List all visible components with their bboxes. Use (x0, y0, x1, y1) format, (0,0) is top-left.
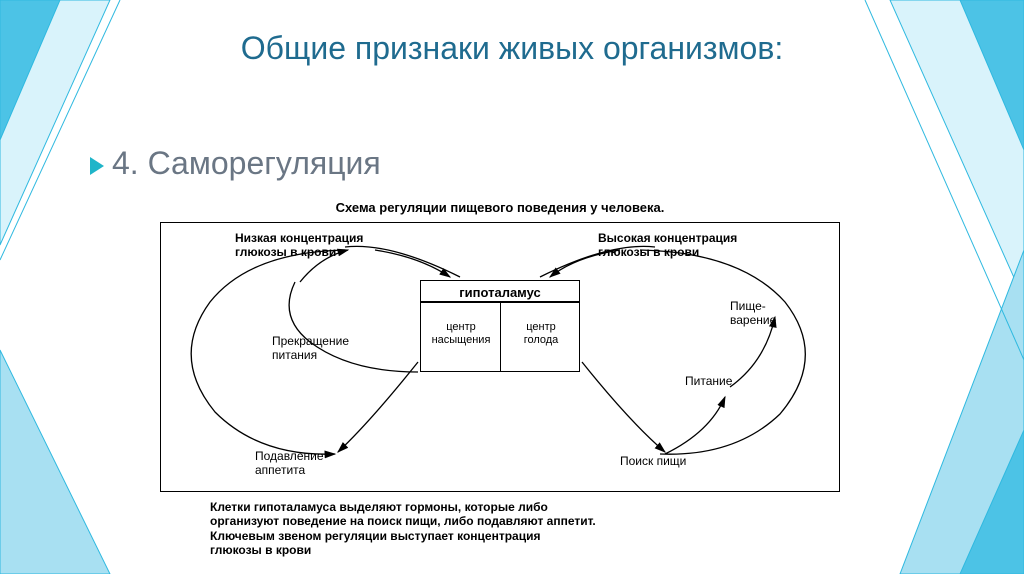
slide: Общие признаки живых организмов: 4. Само… (0, 0, 1024, 574)
subtitle: 4. Саморегуляция (90, 145, 381, 182)
page-title: Общие признаки живых организмов: (0, 30, 1024, 67)
centers-box: центрнасыщения центрголода (420, 302, 580, 372)
diagram-title: Схема регуляции пищевого поведения у чел… (160, 200, 840, 215)
center-satiety-label: центрнасыщения (421, 321, 501, 347)
content-area: Общие признаки живых организмов: 4. Само… (0, 0, 1024, 574)
hypothalamus-label-box: гипоталамус (420, 280, 580, 302)
subtitle-number: 4. (112, 145, 139, 181)
hypothalamus-label: гипоталамус (421, 282, 579, 304)
center-hunger-label: центрголода (501, 321, 581, 347)
suppress-appetite-label: Подавлениеаппетита (255, 450, 324, 478)
subtitle-text: Саморегуляция (148, 145, 381, 181)
high-glucose-label: Высокая концентрацияглюкозы в крови (598, 232, 737, 260)
bullet-icon (90, 157, 104, 175)
diagram-caption: Клетки гипоталамуса выделяют гормоны, ко… (210, 500, 790, 558)
nutrition-label: Питание (685, 375, 732, 389)
stop-eating-label: Прекращениепитания (272, 335, 349, 363)
digestion-label: Пище-варение (730, 300, 776, 328)
diagram: Схема регуляции пищевого поведения у чел… (160, 200, 840, 550)
food-search-label: Поиск пищи (620, 455, 686, 469)
low-glucose-label: Низкая концентрацияглюкозы в крови (235, 232, 363, 260)
